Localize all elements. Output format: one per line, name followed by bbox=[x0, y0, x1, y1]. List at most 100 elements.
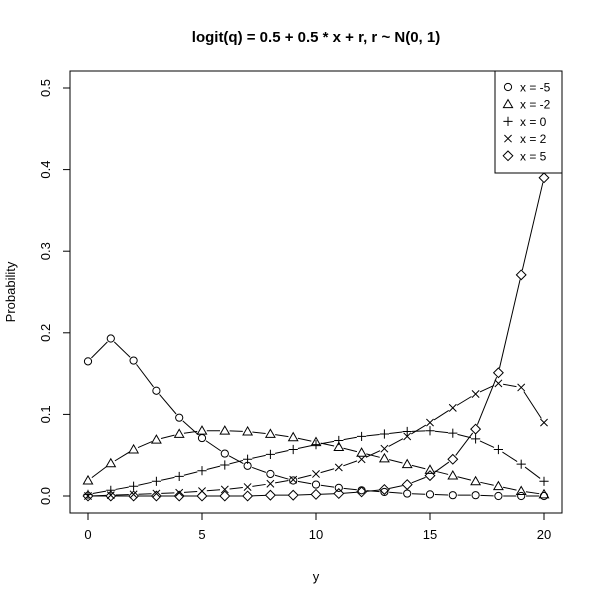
data-point bbox=[150, 490, 162, 502]
data-point bbox=[220, 449, 229, 458]
legend-label: x = 5 bbox=[520, 149, 547, 163]
data-point bbox=[220, 485, 229, 494]
chart-title: logit(q) = 0.5 + 0.5 * x + r, r ~ N(0, 1… bbox=[192, 29, 440, 46]
data-point bbox=[265, 449, 275, 459]
x-axis-label: y bbox=[313, 569, 320, 584]
series-x-2 bbox=[82, 425, 550, 499]
legend-marker bbox=[502, 150, 514, 162]
data-point bbox=[264, 428, 276, 438]
data-point bbox=[448, 428, 458, 438]
data-point bbox=[378, 452, 390, 463]
data-point bbox=[310, 488, 322, 500]
data-point bbox=[196, 490, 208, 502]
y-axis-label: Probability bbox=[3, 261, 18, 322]
data-point bbox=[129, 356, 138, 365]
data-point bbox=[151, 476, 161, 486]
y-axis: 0.0 0.1 0.2 0.3 0.4 0.5 bbox=[38, 79, 71, 505]
data-point bbox=[471, 491, 480, 500]
legend: x = -5 x = -2 x = 0 x = 2 x = 5 bbox=[494, 70, 563, 174]
y-tick-label: 0.1 bbox=[38, 405, 53, 423]
data-point bbox=[173, 428, 185, 438]
data-point bbox=[150, 434, 162, 444]
data-point bbox=[380, 444, 389, 453]
data-point bbox=[448, 491, 457, 500]
data-point bbox=[357, 455, 366, 464]
data-point bbox=[538, 488, 550, 499]
data-point bbox=[266, 469, 275, 479]
data-point bbox=[196, 425, 208, 435]
data-point bbox=[152, 489, 161, 498]
data-point bbox=[379, 429, 389, 439]
data-point bbox=[494, 379, 503, 388]
legend-label: x = -5 bbox=[520, 81, 551, 95]
data-point bbox=[333, 488, 345, 500]
data-point bbox=[243, 454, 253, 464]
data-point bbox=[424, 470, 436, 482]
data-point bbox=[380, 487, 389, 497]
data-point bbox=[82, 490, 94, 502]
x-tick-label: 20 bbox=[537, 527, 551, 542]
data-point bbox=[129, 490, 138, 499]
series-x5 bbox=[82, 172, 550, 502]
data-point bbox=[403, 432, 412, 441]
data-point bbox=[425, 426, 435, 436]
data-point bbox=[333, 441, 345, 451]
data-point bbox=[197, 466, 207, 476]
data-point bbox=[517, 383, 526, 392]
data-point bbox=[287, 489, 299, 501]
data-point bbox=[424, 464, 436, 474]
data-point bbox=[219, 490, 231, 502]
data-point bbox=[220, 460, 230, 470]
data-point bbox=[517, 491, 526, 501]
x-axis: 0 5 10 15 20 bbox=[84, 512, 551, 542]
legend-item: x = 2 bbox=[504, 132, 547, 146]
x-tick-label: 10 bbox=[309, 527, 323, 542]
data-point bbox=[515, 269, 527, 281]
data-point bbox=[447, 469, 459, 480]
data-point bbox=[538, 172, 550, 184]
legend-item: x = 0 bbox=[503, 115, 547, 129]
data-point bbox=[334, 463, 343, 472]
data-point bbox=[106, 334, 115, 343]
data-point bbox=[129, 481, 139, 491]
data-point bbox=[540, 418, 548, 427]
data-point bbox=[492, 480, 504, 491]
data-point bbox=[173, 490, 185, 502]
data-point bbox=[470, 423, 482, 435]
y-tick-label: 0.2 bbox=[38, 324, 53, 342]
y-tick-label: 0.0 bbox=[38, 487, 53, 505]
data-point bbox=[311, 439, 321, 450]
data-point bbox=[128, 443, 140, 454]
data-point bbox=[448, 403, 457, 412]
data-point bbox=[493, 444, 503, 455]
data-point bbox=[105, 457, 117, 468]
data-point bbox=[425, 490, 435, 499]
legend-item: x = -5 bbox=[503, 81, 551, 95]
data-point bbox=[287, 431, 299, 442]
data-point bbox=[83, 357, 93, 366]
y-tick-label: 0.4 bbox=[38, 161, 53, 179]
legend-label: x = -2 bbox=[520, 98, 551, 112]
data-point bbox=[242, 425, 254, 436]
data-point bbox=[106, 491, 115, 500]
y-tick-label: 0.5 bbox=[38, 79, 53, 97]
legend-item: x = -2 bbox=[502, 98, 551, 112]
x-tick-label: 0 bbox=[84, 527, 91, 542]
data-point bbox=[357, 431, 367, 442]
data-point bbox=[356, 447, 368, 457]
data-point bbox=[403, 489, 412, 498]
legend-box bbox=[494, 70, 563, 174]
data-point bbox=[128, 490, 140, 502]
data-point bbox=[470, 475, 482, 486]
data-point bbox=[266, 479, 275, 488]
data-point bbox=[471, 390, 480, 398]
legend-label: x = 0 bbox=[520, 115, 547, 129]
data-point bbox=[447, 453, 459, 465]
data-point bbox=[289, 475, 298, 484]
data-point bbox=[197, 433, 207, 443]
series-line bbox=[92, 182, 544, 497]
data-point bbox=[494, 491, 503, 501]
data-point bbox=[243, 483, 252, 491]
series-layer bbox=[82, 172, 550, 502]
